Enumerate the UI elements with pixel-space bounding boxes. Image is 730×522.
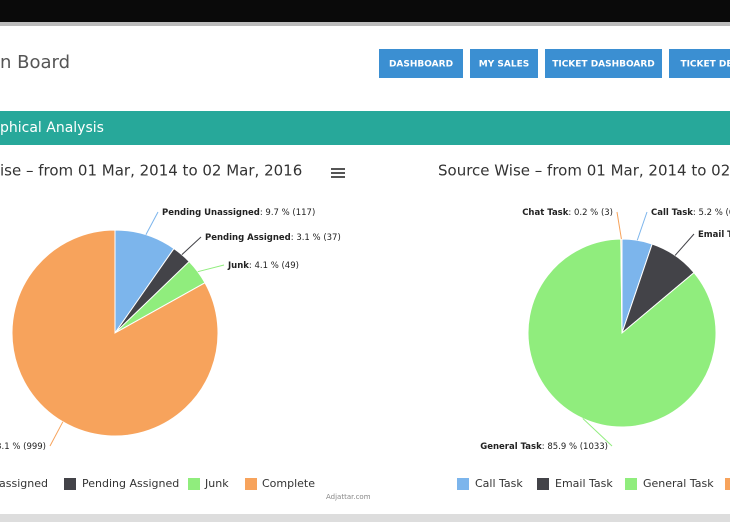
chart-title: ise – from 01 Mar, 2014 to 02 Mar, 2016	[0, 162, 302, 180]
menu-line	[331, 172, 345, 174]
data-label: Chat Task: 0.2 % (3)	[522, 208, 613, 218]
label-name: Chat Task	[522, 208, 569, 218]
button-bg	[545, 49, 662, 78]
legend-swatch	[537, 478, 549, 490]
label-value: : 83.1 % (999)	[0, 442, 46, 452]
legend-swatch	[188, 478, 200, 490]
legend-item[interactable]: Pending Unassigned	[0, 477, 48, 490]
label-name: General Task	[480, 442, 542, 452]
pie-slice	[527, 238, 717, 428]
data-label: Pending Unassigned: 9.7 % (117)	[162, 208, 315, 218]
legend-item[interactable]: Chat Task	[725, 477, 730, 490]
label-connector	[49, 421, 64, 447]
legend-label: Call Task	[475, 477, 523, 490]
menu-line	[331, 176, 345, 178]
label-connector	[197, 264, 225, 273]
bottom-edge	[0, 514, 730, 522]
section-bar	[0, 111, 730, 145]
menu-icon[interactable]	[331, 168, 345, 178]
label-connector	[582, 418, 613, 447]
legend-label: Email Task	[555, 477, 613, 490]
label-connector	[636, 211, 648, 241]
data-label: Call Task: 5.2 % (63)	[651, 208, 730, 218]
label-value: : 4.1 % (49)	[249, 261, 299, 271]
legend-item[interactable]: Email Task	[537, 477, 613, 490]
chart-title: Source Wise – from 01 Mar, 2014 to 02	[438, 162, 730, 180]
nav-button[interactable]: DASHBOARD	[379, 49, 463, 78]
nav-button[interactable]: MY SALES	[470, 49, 538, 78]
legend-label: Complete	[262, 477, 315, 490]
legend-swatch	[625, 478, 637, 490]
legend-item[interactable]: Call Task	[457, 477, 523, 490]
button-bg	[669, 49, 730, 78]
label-connector	[181, 236, 202, 256]
label-name: Pending Assigned	[205, 233, 291, 243]
label-connector	[616, 211, 622, 240]
watermark: Adjattar.com	[326, 493, 371, 501]
data-label: Pending Assigned: 3.1 % (37)	[205, 233, 341, 243]
nav-button[interactable]: TICKET DASHBOARD	[545, 49, 662, 78]
label-value: : 9.7 % (117)	[260, 208, 315, 218]
button-bg	[379, 49, 463, 78]
legend-item[interactable]: Complete	[245, 477, 315, 490]
label-name: Call Task	[651, 208, 693, 218]
legend-label: General Task	[643, 477, 714, 490]
page-title: n Board	[0, 52, 70, 73]
nav-button[interactable]: TICKET DE	[669, 49, 730, 78]
label-value: : 0.2 % (3)	[568, 208, 613, 218]
label-value: : 3.1 % (37)	[291, 233, 341, 243]
legend-swatch	[725, 478, 730, 490]
legend-swatch	[245, 478, 257, 490]
data-label: Complete: 83.1 % (999)	[0, 442, 46, 452]
button-label: DASHBOARD	[389, 60, 453, 70]
legend-item[interactable]: General Task	[625, 477, 714, 490]
legend-swatch	[457, 478, 469, 490]
label-name: Junk	[227, 261, 249, 271]
legend-item[interactable]: Junk	[188, 477, 229, 490]
label-name: Email Task	[698, 230, 730, 240]
legend-label: Pending Assigned	[82, 477, 179, 490]
label-connector	[145, 211, 159, 235]
legend-swatch	[64, 478, 76, 490]
label-connector	[674, 233, 695, 256]
section-title: phical Analysis	[0, 120, 104, 136]
top-shadow	[0, 22, 730, 26]
button-label: MY SALES	[479, 60, 529, 70]
pie-slice	[11, 229, 219, 437]
top-bar	[0, 0, 730, 22]
button-bg	[470, 49, 538, 78]
label-value: : 5.2 % (63)	[693, 208, 730, 218]
data-label: Email Task: 8.7 % (105)	[698, 230, 730, 240]
legend-label: Pending Unassigned	[0, 477, 48, 490]
label-name: Pending Unassigned	[162, 208, 260, 218]
data-label: General Task: 85.9 % (1033)	[480, 442, 608, 452]
data-label: Junk: 4.1 % (49)	[227, 261, 299, 271]
label-value: : 85.9 % (1033)	[542, 442, 608, 452]
button-label: TICKET DE	[680, 60, 730, 70]
menu-line	[331, 168, 345, 170]
button-label: TICKET DASHBOARD	[552, 60, 655, 70]
legend-item[interactable]: Pending Assigned	[64, 477, 179, 490]
legend-label: Junk	[204, 477, 229, 490]
